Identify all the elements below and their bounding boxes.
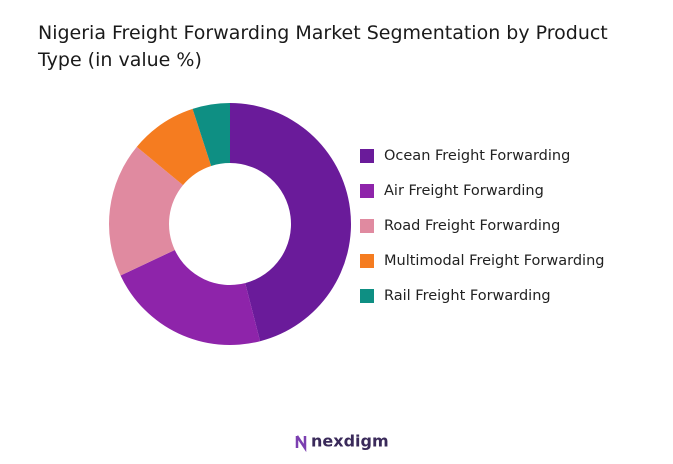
legend-swatch: [360, 289, 374, 303]
pie-slice: [136, 108, 212, 186]
legend-swatch: [360, 254, 374, 268]
pie-slice: [109, 146, 183, 276]
brand-icon: [295, 435, 307, 453]
legend-swatch: [360, 219, 374, 233]
legend-label: Road Freight Forwarding: [384, 218, 560, 234]
legend-label: Rail Freight Forwarding: [384, 288, 551, 304]
chart-title: Nigeria Freight Forwarding Market Segmen…: [38, 22, 608, 71]
legend-label: Multimodal Freight Forwarding: [384, 253, 604, 269]
pie-slice: [120, 249, 261, 345]
legend-swatch: [360, 149, 374, 163]
legend-swatch: [360, 184, 374, 198]
pie-slice: [230, 103, 351, 342]
pie-slice: [192, 103, 230, 166]
legend-label: Ocean Freight Forwarding: [384, 148, 570, 164]
legend-label: Air Freight Forwarding: [384, 183, 544, 199]
brand-name: nexdigm: [311, 432, 389, 451]
